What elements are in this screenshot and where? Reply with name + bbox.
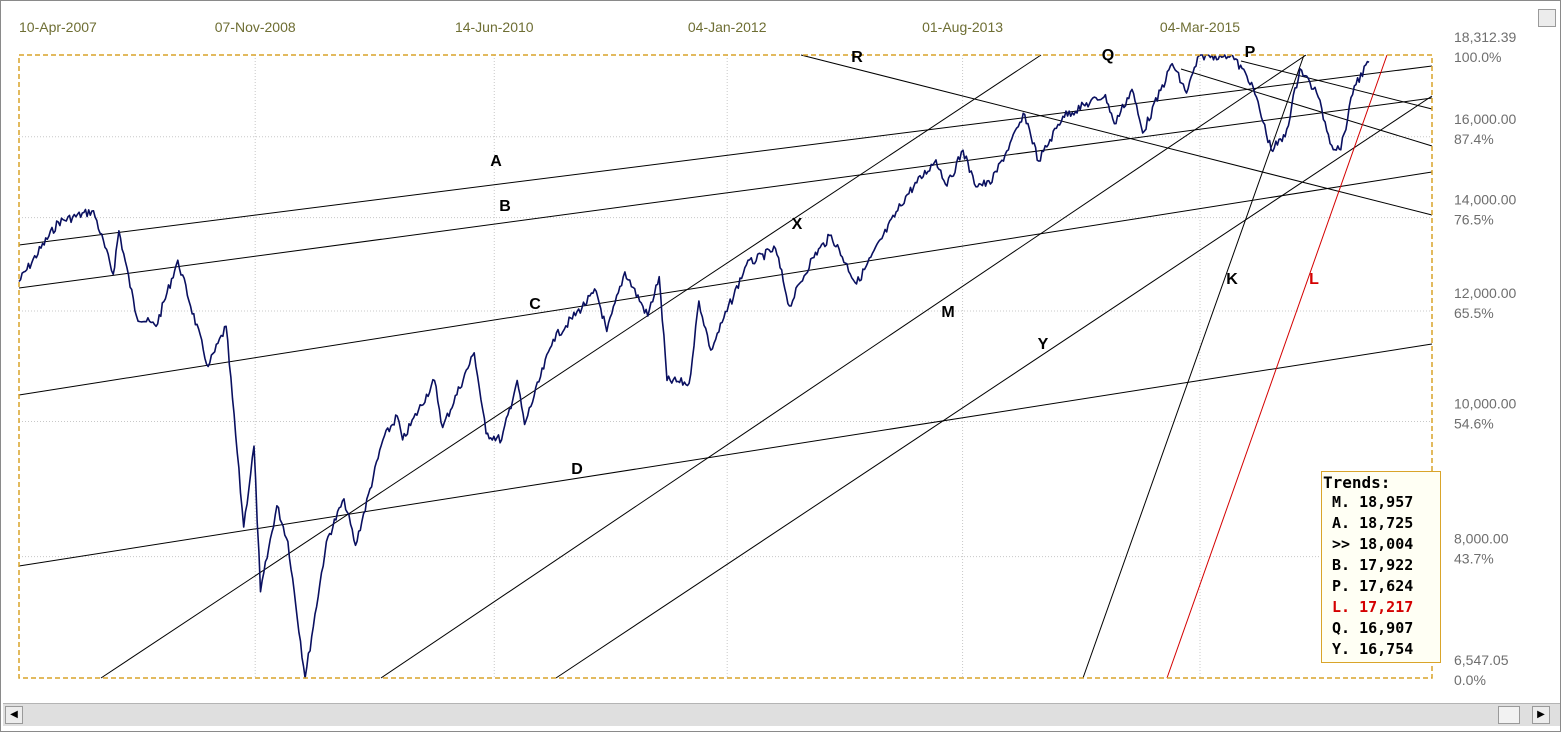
trend-label-d: D	[571, 461, 583, 478]
trend-line-k	[1082, 54, 1305, 679]
y-percent-label: 54.6%	[1454, 415, 1494, 431]
plot-border	[18, 54, 1433, 679]
scroll-left-button[interactable]: ◀	[5, 706, 23, 724]
y-percent-label: 43.7%	[1454, 551, 1494, 567]
x-tick-label: 07-Nov-2008	[215, 19, 296, 35]
trend-line-m	[380, 54, 1307, 679]
y-axis-ticks: 18,312.39 100.0% 16,000.00 87.4% 14,000.00 76…	[1454, 29, 1516, 688]
trend-label-c: C	[529, 296, 541, 313]
trend-line-y	[555, 95, 1433, 679]
horizontal-scrollbar[interactable]: ◀ ▶	[3, 703, 1560, 726]
price-line	[18, 54, 1370, 679]
corner-button[interactable]	[1538, 9, 1556, 27]
y-tick-label: 10,000.00	[1454, 395, 1516, 411]
x-tick-label: 04-Jan-2012	[688, 19, 767, 35]
trend-line-c	[18, 171, 1433, 396]
legend-title: Trends:	[1323, 473, 1391, 492]
legend-entry: M. 18,957	[1332, 493, 1414, 511]
trend-label-q: Q	[1102, 47, 1114, 64]
trend-label-p: P	[1245, 44, 1256, 61]
trend-label-x: X	[792, 216, 803, 233]
trend-label-y: Y	[1038, 336, 1049, 353]
y-percent-label: 76.5%	[1454, 212, 1494, 228]
x-tick-label: 01-Aug-2013	[922, 19, 1003, 35]
legend-entry: L. 17,217	[1332, 598, 1414, 616]
arrow-left-icon: ◀	[10, 709, 18, 720]
trend-lines	[18, 54, 1433, 679]
price-series	[18, 54, 1370, 679]
y-percent-label: 87.4%	[1454, 131, 1494, 147]
legend-entry: P. 17,624	[1332, 577, 1414, 595]
y-tick-label: 14,000.00	[1454, 192, 1516, 208]
trend-label-m: M	[941, 304, 954, 321]
trend-line-x	[100, 54, 1042, 679]
x-tick-label: 10-Apr-2007	[19, 19, 97, 35]
trend-line-l	[1166, 54, 1388, 679]
trend-label-k: K	[1226, 271, 1238, 288]
y-tick-label: 8,000.00	[1454, 531, 1509, 547]
legend-entry: Q. 16,907	[1332, 619, 1414, 637]
trend-label-b: B	[499, 198, 511, 215]
legend-entry: Y. 16,754	[1332, 640, 1414, 658]
price-chart: 10-Apr-2007 07-Nov-2008 14-Jun-2010 04-Jan-…	[18, 19, 1516, 688]
trend-line-p	[1240, 60, 1433, 110]
trend-labels: A B C D X M Y R Q P K L	[490, 44, 1319, 478]
y-percent-label: 100.0%	[1454, 49, 1501, 65]
trend-line-b	[18, 97, 1433, 289]
x-axis-ticks: 10-Apr-2007 07-Nov-2008 14-Jun-2010 04-Jan-…	[19, 19, 1240, 35]
trend-label-a: A	[490, 153, 502, 170]
legend-entry: B. 17,922	[1332, 556, 1414, 574]
trends-legend: Trends: M. 18,957 A. 18,725 >> 18,004 B.…	[1321, 471, 1441, 663]
trend-line-q	[1180, 68, 1433, 147]
y-tick-label: 16,000.00	[1454, 111, 1516, 127]
legend-entry: >> 18,004	[1332, 535, 1414, 553]
scrollbar-thumb[interactable]	[1498, 706, 1520, 724]
trend-label-l: L	[1309, 271, 1319, 288]
grid	[19, 55, 1432, 678]
trend-line-r	[800, 54, 1433, 216]
y-percent-label: 65.5%	[1454, 305, 1494, 321]
trend-line-d	[18, 343, 1433, 567]
y-tick-label: 12,000.00	[1454, 285, 1516, 301]
y-percent-label: 0.0%	[1454, 672, 1486, 688]
y-tick-label: 18,312.39	[1454, 29, 1516, 45]
y-tick-label: 6,547.05	[1454, 652, 1509, 668]
arrow-right-icon: ▶	[1537, 709, 1545, 720]
trend-line-a	[18, 65, 1433, 246]
x-tick-label: 14-Jun-2010	[455, 19, 534, 35]
trend-label-r: R	[851, 49, 863, 66]
legend-entry: A. 18,725	[1332, 514, 1414, 532]
scroll-right-button[interactable]: ▶	[1532, 706, 1550, 724]
x-tick-label: 04-Mar-2015	[1160, 19, 1240, 35]
